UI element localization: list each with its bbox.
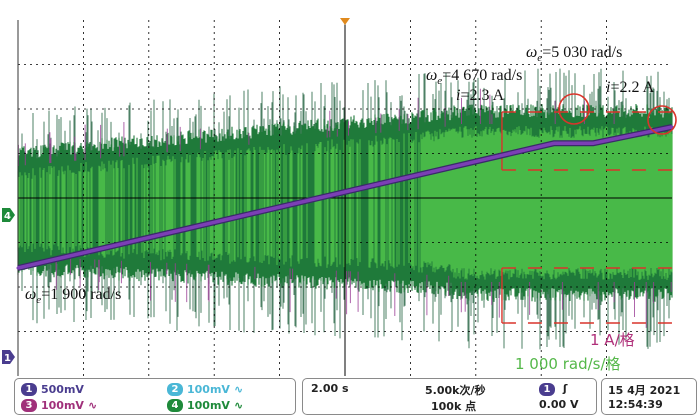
datetime-panel: 15 4月 2021 12:54:39 bbox=[601, 378, 697, 415]
channel-3-setting[interactable]: 3 100mV ∿ bbox=[21, 398, 97, 413]
channel-1-ground-marker-shape bbox=[2, 350, 15, 364]
sample-rate-readout: 5.00k次/秒 bbox=[425, 384, 486, 397]
speed-scale-note: 1 000 rad/s/格 bbox=[515, 355, 621, 373]
channel-4-chip: 4 bbox=[167, 399, 183, 412]
channel-2-scale: 100mV bbox=[187, 383, 230, 396]
acquisition-panel: 2.00 s 5.00k次/秒 100k 点 1 ʃ 0.00 V bbox=[302, 378, 597, 415]
annotation-omega-4670: ωe=4 670 rad/s bbox=[426, 67, 523, 88]
speed-point-1 bbox=[552, 141, 556, 145]
channel-panel: 1 500mV 2 100mV ∿ 3 100mV ∿ 4 100mV ∿ bbox=[14, 378, 296, 415]
timebase-readout[interactable]: 2.00 s bbox=[311, 382, 349, 395]
channel-2-setting[interactable]: 2 100mV ∿ bbox=[167, 382, 243, 397]
trigger-channel-chip: 1 bbox=[539, 383, 555, 396]
channel-3-scale: 100mV bbox=[41, 399, 84, 412]
channel-1-ground-marker-label: 1 bbox=[4, 353, 11, 364]
time-readout: 12:54:39 bbox=[608, 398, 663, 411]
annotation-current-2-3: i=2.3 A bbox=[456, 87, 505, 104]
channel-1-setting[interactable]: 1 500mV bbox=[21, 382, 84, 397]
speed-point-2 bbox=[592, 141, 595, 145]
channel-4-setting[interactable]: 4 100mV ∿ bbox=[167, 398, 243, 413]
channel-4-scale: 100mV bbox=[187, 399, 230, 412]
speed-line bbox=[17, 125, 673, 270]
markers: 41 bbox=[2, 208, 15, 364]
bandwidth-limit-icon: ∿ bbox=[233, 383, 244, 396]
trigger-source[interactable]: 1 ʃ bbox=[539, 382, 567, 396]
channel-4-ground-marker-shape bbox=[2, 208, 15, 222]
trigger-level-readout[interactable]: 0.00 V bbox=[539, 398, 579, 411]
channel-1-ground-marker: 1 bbox=[2, 350, 15, 364]
date-readout: 15 4月 2021 bbox=[608, 384, 681, 397]
highlight-circle-5030 bbox=[647, 105, 677, 135]
channel-4-ground-marker: 4 bbox=[2, 208, 15, 222]
channel-3-chip: 3 bbox=[21, 399, 37, 412]
scope-status-bar: 1 500mV 2 100mV ∿ 3 100mV ∿ 4 100mV ∿ 2.… bbox=[0, 376, 700, 419]
current-spikes-magenta bbox=[17, 88, 672, 328]
channel-1-scale: 500mV bbox=[41, 383, 84, 396]
channel-2-chip: 2 bbox=[167, 383, 183, 396]
current-scale-note: 1 A/格 bbox=[590, 331, 635, 349]
bandwidth-limit-icon: ∿ bbox=[87, 399, 98, 412]
channel-1-chip: 1 bbox=[21, 383, 37, 396]
highlight-circle-4670 bbox=[558, 93, 590, 125]
bandwidth-limit-icon: ∿ bbox=[233, 399, 244, 412]
record-length-readout: 100k 点 bbox=[431, 400, 477, 413]
trigger-position-marker bbox=[340, 18, 350, 25]
annotation-omega-1900: ωe=1 900 rad/s bbox=[25, 286, 122, 307]
annotation-omega-5030: ωe=5 030 rad/s bbox=[526, 44, 623, 65]
current-spikes bbox=[21, 68, 670, 350]
rising-edge-icon: ʃ bbox=[562, 382, 568, 395]
annotation-current-2-2: i=2.2 A bbox=[606, 79, 655, 96]
speed-point-0 bbox=[16, 266, 20, 270]
channel-4-ground-marker-label: 4 bbox=[4, 211, 11, 222]
speed-trace bbox=[16, 93, 677, 324]
